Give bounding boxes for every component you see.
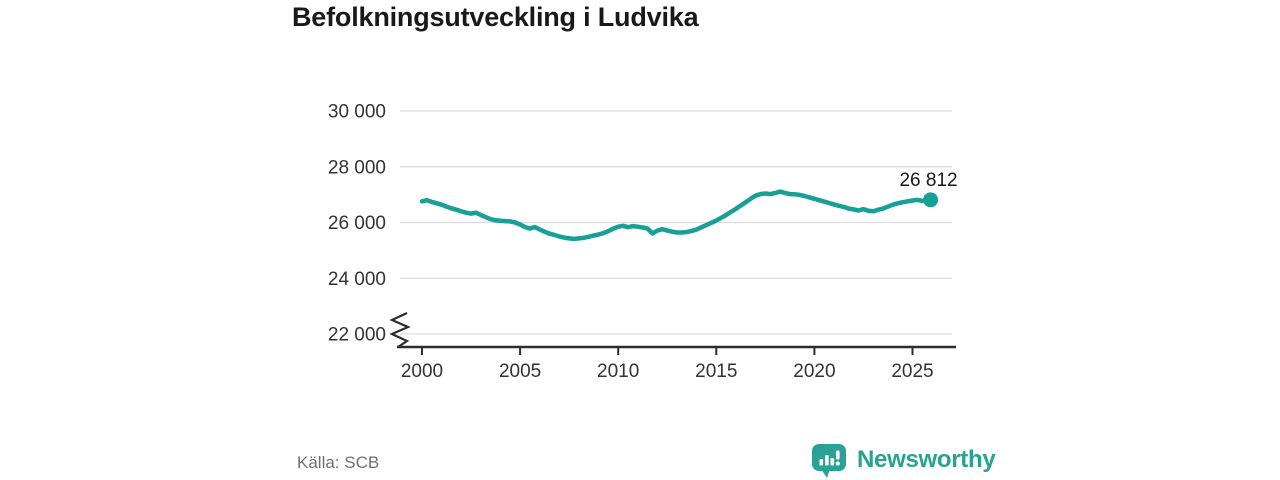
population-line-chart: 22 000 24 000 26 000 28 000 30 000 2000 2005 20… bbox=[280, 85, 980, 395]
source-label: Källa: SCB bbox=[297, 453, 380, 472]
newsworthy-logo[interactable]: Newsworthy bbox=[810, 441, 996, 479]
newsworthy-icon bbox=[812, 444, 846, 478]
population-line bbox=[419, 189, 933, 242]
x-tick-label: 2020 bbox=[793, 361, 835, 382]
chart-title: Befolkningsutveckling i Ludvika bbox=[292, 2, 699, 32]
chart-canvas: 22 000 24 000 26 000 28 000 30 000 2000 2005 20… bbox=[328, 102, 958, 383]
y-tick-label: 24 000 bbox=[328, 269, 386, 290]
last-value-label: 26 812 bbox=[899, 170, 957, 191]
y-axis-break-icon bbox=[389, 312, 411, 348]
x-tick-label: 2005 bbox=[499, 361, 541, 382]
x-tick-label: 2010 bbox=[597, 361, 639, 382]
x-tick-label: 2000 bbox=[401, 361, 443, 382]
newsworthy-wordmark: Newsworthy bbox=[857, 446, 996, 473]
x-tick-label: 2025 bbox=[891, 361, 933, 382]
x-tick-label: 2015 bbox=[695, 361, 737, 382]
last-value-dot bbox=[923, 192, 939, 208]
y-tick-label: 28 000 bbox=[328, 157, 386, 178]
y-tick-label: 22 000 bbox=[328, 325, 386, 346]
y-tick-label: 30 000 bbox=[328, 102, 386, 123]
y-tick-label: 26 000 bbox=[328, 213, 386, 234]
